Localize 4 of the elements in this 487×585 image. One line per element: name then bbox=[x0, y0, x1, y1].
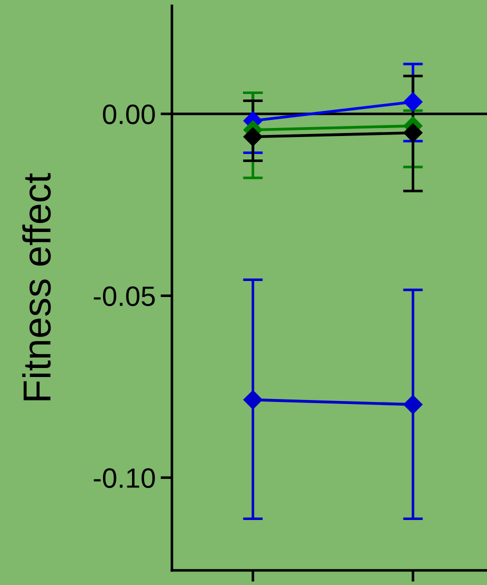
y-axis-title: Fitness effect bbox=[22, 173, 51, 400]
y-tick-label: -0.05 bbox=[94, 286, 155, 306]
y-tick-label: -0.10 bbox=[94, 468, 155, 488]
y-tick-label: 0.00 bbox=[102, 104, 155, 124]
